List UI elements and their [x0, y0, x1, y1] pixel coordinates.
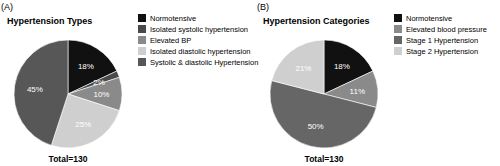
legend-swatch [394, 47, 402, 55]
panel: (B) Hypertension Categories 18% 11% 50% 21% No… [257, 2, 487, 164]
legend-label: Elevated blood pressure [406, 25, 487, 34]
total-label: Total=130 [49, 154, 88, 164]
slice [272, 40, 324, 94]
title: Hypertension Categories [263, 16, 370, 26]
figure: (A) Hypertension Types 18% 2% 10% 25% 45% Normo… [0, 0, 500, 166]
legend-label: Stage 1 Hypertension [406, 36, 478, 45]
legend-swatch [138, 58, 146, 66]
legend-label: Normotensive [406, 14, 452, 23]
data-label: 45% [27, 85, 43, 94]
legend-label: Elevated BP [150, 36, 191, 45]
panel-label: (B) [257, 2, 269, 12]
panel-label: (A) [1, 2, 13, 12]
legend-swatch [138, 47, 146, 55]
slices [14, 40, 122, 148]
data-labels: 18% 2% 10% 25% 45% [27, 62, 110, 129]
title: Hypertension Types [7, 16, 92, 26]
slices [270, 40, 378, 148]
total-label: Total=130 [305, 154, 344, 164]
legend-swatch [138, 14, 146, 22]
legend-swatch [394, 14, 402, 22]
data-labels: 18% 11% 50% 21% [295, 62, 365, 132]
data-label: 18% [78, 62, 94, 71]
slice [14, 40, 68, 145]
legend-swatch [394, 36, 402, 44]
data-label: 18% [334, 62, 350, 71]
legend-swatch [138, 36, 146, 44]
panel: (A) Hypertension Types 18% 2% 10% 25% 45% Normo… [1, 2, 258, 164]
legend-swatch [138, 25, 146, 33]
legend-label: Systolic & diastolic Hypertension [150, 58, 258, 67]
data-label: 25% [75, 120, 91, 129]
legend-label: Isolated systolic hypertension [150, 25, 248, 34]
data-label: 11% [350, 87, 365, 96]
data-label: 10% [93, 90, 109, 99]
legend-label: Isolated diastolic hypertension [150, 47, 250, 56]
legend-label: Stage 2 Hypertension [406, 47, 478, 56]
data-label: 2% [93, 78, 105, 87]
data-label: 50% [308, 122, 324, 131]
legend: Normotensive Isolated systolic hypertensi… [138, 14, 258, 67]
legend-label: Normotensive [150, 14, 196, 23]
legend: Normotensive Elevated blood pressure Stage… [394, 14, 487, 56]
legend-swatch [394, 25, 402, 33]
data-label: 21% [295, 64, 311, 73]
